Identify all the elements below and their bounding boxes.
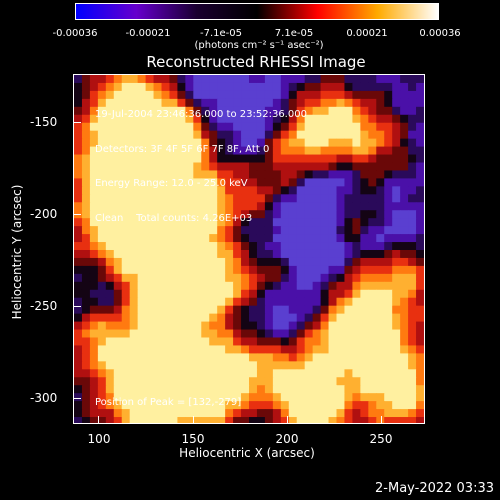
rhessi-image xyxy=(74,75,424,423)
info-detectors: Detectors: 3F 4F 5F 6F 7F 8F, Att 0 xyxy=(95,143,270,155)
x-axis-label: Heliocentric X (arcsec) xyxy=(179,446,315,460)
peak-position: Position of Peak = [132,-279] xyxy=(95,397,242,408)
colorbar-units: (photons cm⁻² s⁻¹ asec⁻²) xyxy=(194,40,324,51)
y-tick-label: -250 xyxy=(30,299,58,313)
x-tick-label: 150 xyxy=(181,432,205,446)
colorbar-tick-label: 0.00036 xyxy=(419,28,461,39)
y-tick-label: -200 xyxy=(30,207,58,221)
y-tick-label: -150 xyxy=(30,115,58,129)
footer-date: 2-May-2022 03:33 xyxy=(375,481,494,496)
x-tick-label: 100 xyxy=(87,432,111,446)
info-energy-range: Energy Range: 12.0 - 25.0 keV xyxy=(95,178,248,189)
colorbar xyxy=(75,3,439,20)
info-block: 19-Jul-2004 23:46:36.000 to 23:52:36.000… xyxy=(95,86,307,236)
x-tick-label: 200 xyxy=(275,432,299,446)
plot-title: Reconstructed RHESSI Image xyxy=(146,53,366,71)
y-tick-label: -300 xyxy=(30,391,58,405)
x-tick-mark xyxy=(98,416,99,424)
colorbar-tick-label: 7.1e-05 xyxy=(274,28,314,39)
colorbar-tick-label: 0.00021 xyxy=(346,28,388,39)
colorbar-tick-label: -0.00036 xyxy=(52,28,98,39)
y-tick-mark xyxy=(73,214,81,215)
x-tick-mark xyxy=(287,416,288,424)
info-time-range: 19-Jul-2004 23:46:36.000 to 23:52:36.000 xyxy=(95,109,307,120)
x-tick-mark xyxy=(381,416,382,424)
y-tick-mark xyxy=(73,306,81,307)
y-axis-label: Heliocentric Y (arcsec) xyxy=(10,184,24,320)
y-tick-mark xyxy=(73,122,81,123)
x-tick-label: 250 xyxy=(369,432,393,446)
colorbar-tick-label: -0.00021 xyxy=(125,28,171,39)
colorbar-tick-label: -7.1e-05 xyxy=(200,28,242,39)
info-clean-counts: Clean Total counts: 4.26E+03 xyxy=(95,212,253,224)
y-tick-mark xyxy=(73,398,81,399)
x-tick-mark xyxy=(193,416,194,424)
image-plot-area xyxy=(73,74,425,424)
